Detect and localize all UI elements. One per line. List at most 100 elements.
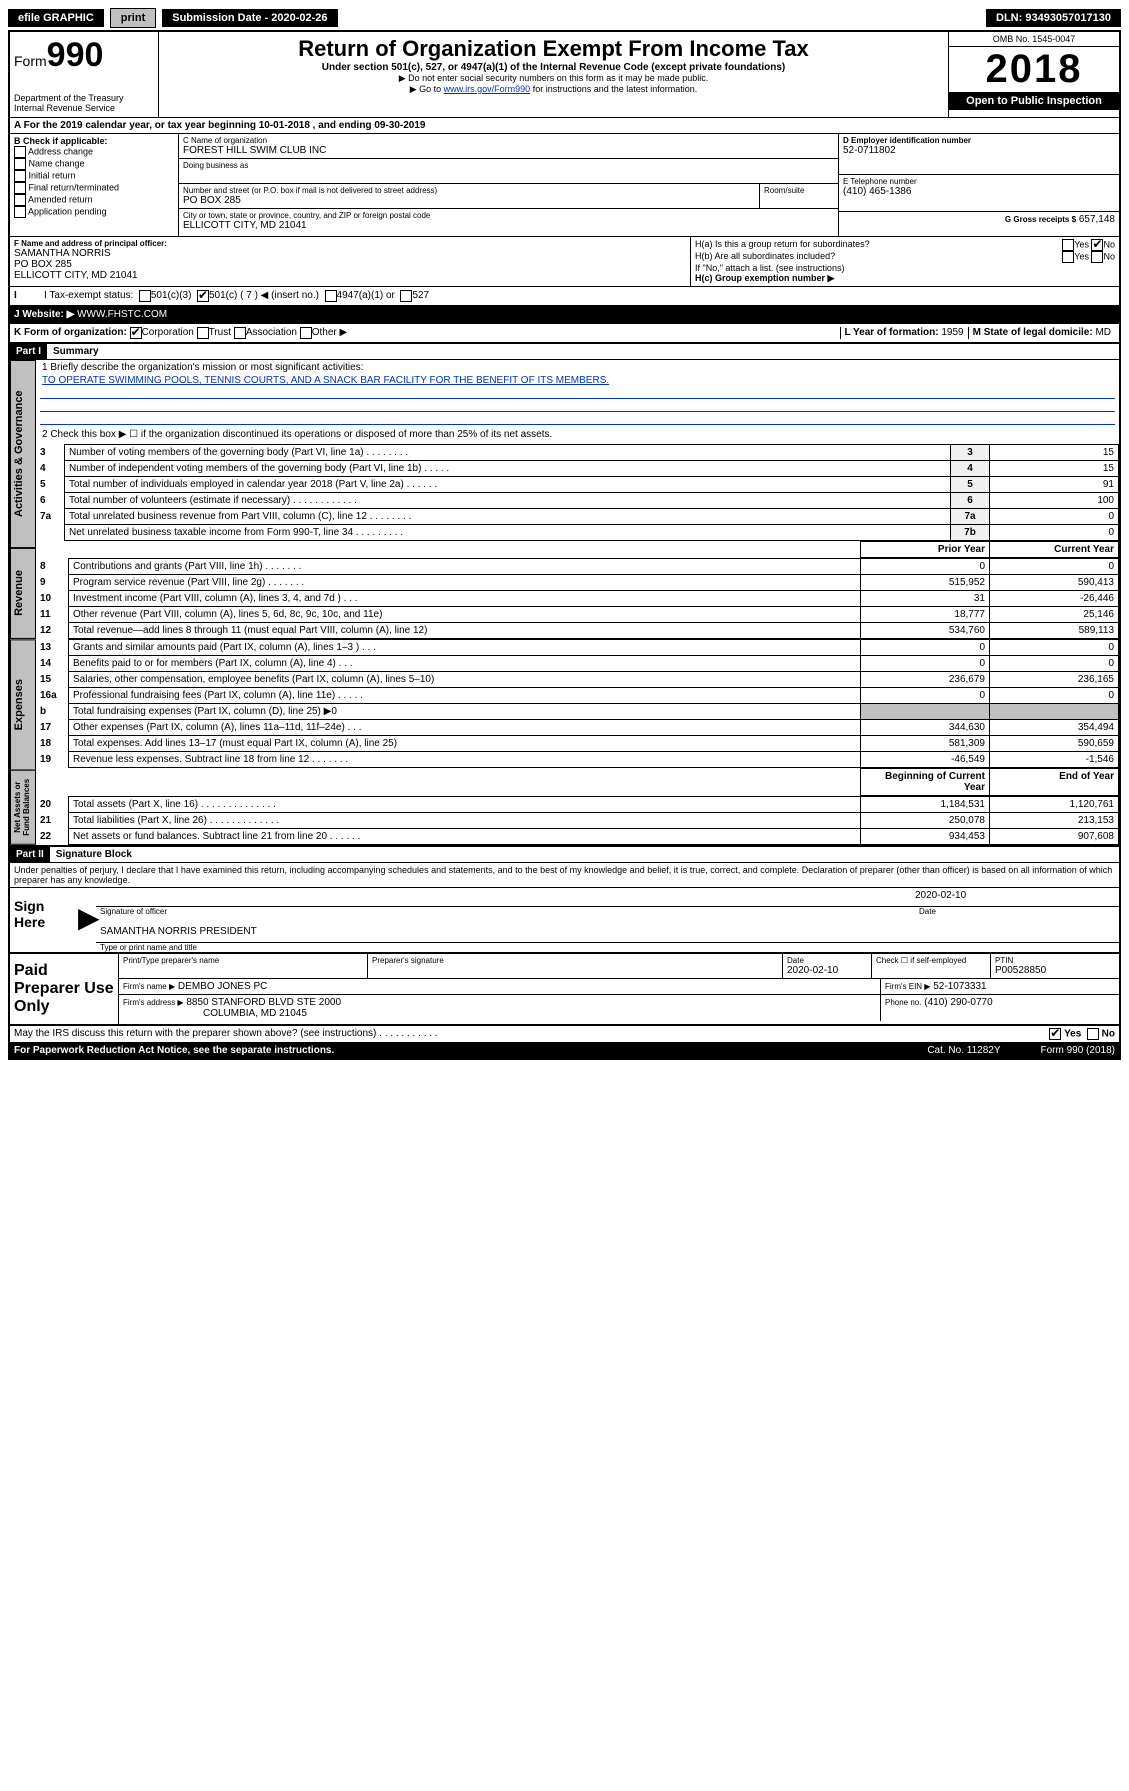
efile-label: efile GRAPHIC: [8, 9, 104, 27]
check-discuss-no[interactable]: [1087, 1028, 1099, 1040]
check-corp[interactable]: [130, 327, 142, 339]
firm-ein: 52-1073331: [933, 981, 986, 992]
check-501c3[interactable]: [139, 290, 151, 302]
website-value: WWW.FHSTC.COM: [77, 309, 167, 320]
l-label: L Year of formation:: [845, 327, 939, 338]
checkbox-address[interactable]: [14, 146, 26, 158]
table-row: 16aProfessional fundraising fees (Part I…: [36, 688, 1119, 704]
m-label: M State of legal domicile:: [973, 327, 1093, 338]
org-city: ELLICOTT CITY, MD 21041: [183, 220, 834, 231]
part2-title: Signature Block: [50, 847, 138, 862]
header-mid: Return of Organization Exempt From Incom…: [159, 32, 948, 117]
prep-name-label: Print/Type preparer's name: [123, 956, 363, 965]
checkbox-ha-no[interactable]: [1091, 239, 1103, 251]
firm-ein-label: Firm's EIN ▶: [885, 982, 930, 991]
checkbox-hb-no[interactable]: [1091, 251, 1103, 263]
governance-table: 3Number of voting members of the governi…: [36, 444, 1119, 541]
opt-other: Other ▶: [312, 327, 347, 339]
check-assoc[interactable]: [234, 327, 246, 339]
check-527[interactable]: [400, 290, 412, 302]
discuss-label: May the IRS discuss this return with the…: [14, 1028, 1049, 1040]
checkbox-amended[interactable]: [14, 194, 26, 206]
form-title: Return of Organization Exempt From Incom…: [163, 36, 944, 62]
checkbox-name[interactable]: [14, 158, 26, 170]
city-label: City or town, state or province, country…: [183, 211, 834, 220]
room-label: Room/suite: [764, 186, 834, 195]
opt-corp: Corporation: [142, 327, 194, 339]
prep-sig-label: Preparer's signature: [372, 956, 778, 965]
checkbox-pending[interactable]: [14, 206, 26, 218]
check-other[interactable]: [300, 327, 312, 339]
table-row: 15Salaries, other compensation, employee…: [36, 672, 1119, 688]
form-note1: ▶ Do not enter social security numbers o…: [163, 73, 944, 84]
open-public-label: Open to Public Inspection: [949, 92, 1119, 110]
net-table: 20Total assets (Part X, line 16) . . . .…: [36, 796, 1119, 845]
irs-link[interactable]: www.irs.gov/Form990: [444, 84, 531, 94]
check-discuss-yes[interactable]: [1049, 1028, 1061, 1040]
table-row: bTotal fundraising expenses (Part IX, co…: [36, 704, 1119, 720]
tax-year: 2018: [949, 47, 1119, 92]
officer-name: SAMANTHA NORRIS: [14, 248, 686, 259]
form-note2: ▶ Go to www.irs.gov/Form990 for instruct…: [163, 84, 944, 95]
m-value: MD: [1095, 327, 1111, 338]
print-button[interactable]: print: [110, 8, 156, 28]
checkbox-hb-yes[interactable]: [1062, 251, 1074, 263]
pending-label: Application pending: [28, 206, 107, 216]
discuss-row: May the IRS discuss this return with the…: [10, 1024, 1119, 1042]
opt-assoc: Association: [246, 327, 297, 339]
firm-phone-label: Phone no.: [885, 998, 921, 1007]
org-name: FOREST HILL SWIM CLUB INC: [183, 145, 834, 156]
paperwork-notice: For Paperwork Reduction Act Notice, see …: [14, 1045, 334, 1056]
check-4947[interactable]: [325, 290, 337, 302]
k-label: K Form of organization:: [14, 327, 127, 339]
name-change-label: Name change: [29, 158, 85, 168]
top-bar: efile GRAPHIC print Submission Date - 20…: [8, 8, 1121, 28]
note2-post: for instructions and the latest informat…: [530, 84, 697, 94]
dept-label: Department of the Treasury Internal Reve…: [14, 93, 154, 113]
opt-501c3: 501(c)(3): [151, 290, 192, 302]
officer-label: F Name and address of principal officer:: [14, 239, 686, 248]
hb-label: H(b) Are all subordinates included?: [695, 251, 1062, 263]
row-j: J Website: ▶ WWW.FHSTC.COM: [10, 305, 1119, 323]
org-addr: PO BOX 285: [183, 195, 755, 206]
ptin-value: P00528850: [995, 965, 1115, 976]
firm-name: DEMBO JONES PC: [178, 981, 267, 992]
checkbox-initial[interactable]: [14, 170, 26, 182]
l-value: 1959: [941, 327, 963, 338]
ha-label: H(a) Is this a group return for subordin…: [695, 239, 1062, 251]
summary-body: Activities & Governance Revenue Expenses…: [10, 360, 1119, 845]
hb-note: If "No," attach a list. (see instruction…: [695, 263, 1115, 273]
table-row: 14Benefits paid to or for members (Part …: [36, 656, 1119, 672]
box-c-container: C Name of organization FOREST HILL SWIM …: [179, 134, 838, 236]
sign-block: Sign Here ▶ 2020-02-10 Signature of offi…: [10, 887, 1119, 952]
officer-addr2: ELLICOTT CITY, MD 21041: [14, 270, 686, 281]
checkbox-final[interactable]: [14, 182, 26, 194]
date-label: Date: [919, 907, 1119, 916]
table-row: 9Program service revenue (Part VIII, lin…: [36, 575, 1119, 591]
hc-label: H(c) Group exemption number ▶: [695, 273, 1115, 284]
omb-number: OMB No. 1545-0047: [949, 32, 1119, 47]
checkbox-ha-yes[interactable]: [1062, 239, 1074, 251]
firm-addr-label: Firm's address ▶: [123, 998, 184, 1007]
table-row: 8Contributions and grants (Part VIII, li…: [36, 559, 1119, 575]
amended-label: Amended return: [28, 194, 93, 204]
form-container: Form990 Department of the Treasury Inter…: [8, 30, 1121, 1060]
opt-527: 527: [412, 290, 429, 302]
officer-addr1: PO BOX 285: [14, 259, 686, 270]
addr-change-label: Address change: [28, 146, 93, 156]
table-row: 10Investment income (Part VIII, column (…: [36, 591, 1119, 607]
header-prior-current: Prior YearCurrent Year: [36, 541, 1119, 558]
check-trust[interactable]: [197, 327, 209, 339]
table-row: 4Number of independent voting members of…: [36, 461, 1119, 477]
info-grid: B Check if applicable: Address change Na…: [10, 134, 1119, 236]
vtab-rev: Revenue: [10, 548, 36, 639]
initial-label: Initial return: [29, 170, 76, 180]
firm-phone: (410) 290-0770: [924, 997, 992, 1008]
j-label: J Website: ▶: [14, 309, 74, 320]
q2-label: 2 Check this box ▶ ☐ if the organization…: [36, 425, 1119, 444]
paid-preparer-block: Paid Preparer Use Only Print/Type prepar…: [10, 952, 1119, 1024]
dba-label: Doing business as: [183, 161, 834, 170]
f-h-row: F Name and address of principal officer:…: [10, 236, 1119, 286]
paid-label: Paid Preparer Use Only: [10, 954, 118, 1024]
check-501c[interactable]: [197, 290, 209, 302]
